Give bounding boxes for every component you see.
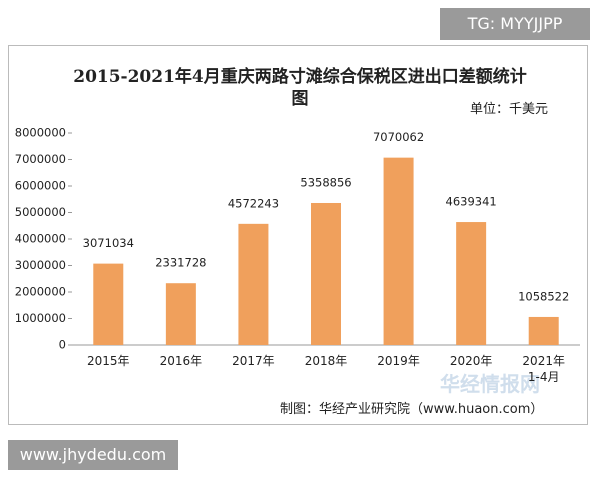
watermark: 华经情报网 — [440, 372, 540, 396]
x-tick-label: 2017年 — [232, 354, 275, 368]
bar — [165, 283, 196, 345]
footer-url: www.jhydedu.com — [8, 440, 178, 470]
bar — [238, 223, 269, 345]
x-tick-label: 2021年1-4月 — [522, 354, 565, 384]
data-label: 4639341 — [446, 195, 497, 209]
bar — [456, 222, 487, 345]
data-label: 3071034 — [83, 236, 134, 250]
x-tick-label: 2020年 — [449, 354, 493, 368]
data-label: 5358856 — [300, 175, 351, 189]
y-tick-label: 1000000 — [15, 311, 66, 325]
bar — [93, 263, 124, 345]
x-tick-label: 2015年 — [87, 354, 130, 368]
x-tick-label: 2016年 — [159, 354, 203, 368]
y-tick-label: 2000000 — [15, 285, 66, 299]
source-note: 制图：华经产业研究院（www.huaon.com） — [280, 402, 544, 417]
x-tick-label: 2018年 — [304, 354, 348, 368]
chart-frame — [8, 45, 588, 425]
y-tick-label: 4000000 — [15, 232, 66, 246]
x-tick-label: 2019年 — [377, 354, 420, 368]
y-tick-label: 3000000 — [15, 258, 66, 272]
unit-label: 单位：千美元 — [470, 102, 549, 117]
y-tick-label: 7000000 — [15, 152, 66, 166]
badge: TG: MYYJJPP — [440, 8, 590, 40]
data-label: 7070062 — [373, 130, 424, 144]
bar — [383, 157, 414, 345]
bar — [311, 202, 341, 345]
y-tick-label: 5000000 — [15, 205, 66, 219]
y-tick-label: 8000000 — [15, 126, 66, 140]
data-label: 4572243 — [228, 196, 279, 210]
y-tick-label: 6000000 — [15, 179, 66, 193]
data-label: 1058522 — [518, 289, 569, 303]
data-label: 2331728 — [155, 256, 206, 270]
chart-title: 2015-2021年4月重庆两路寸滩综合保税区进出口差额统计图 — [73, 67, 527, 109]
y-tick-label: 0 — [59, 338, 66, 352]
bar — [528, 316, 559, 345]
